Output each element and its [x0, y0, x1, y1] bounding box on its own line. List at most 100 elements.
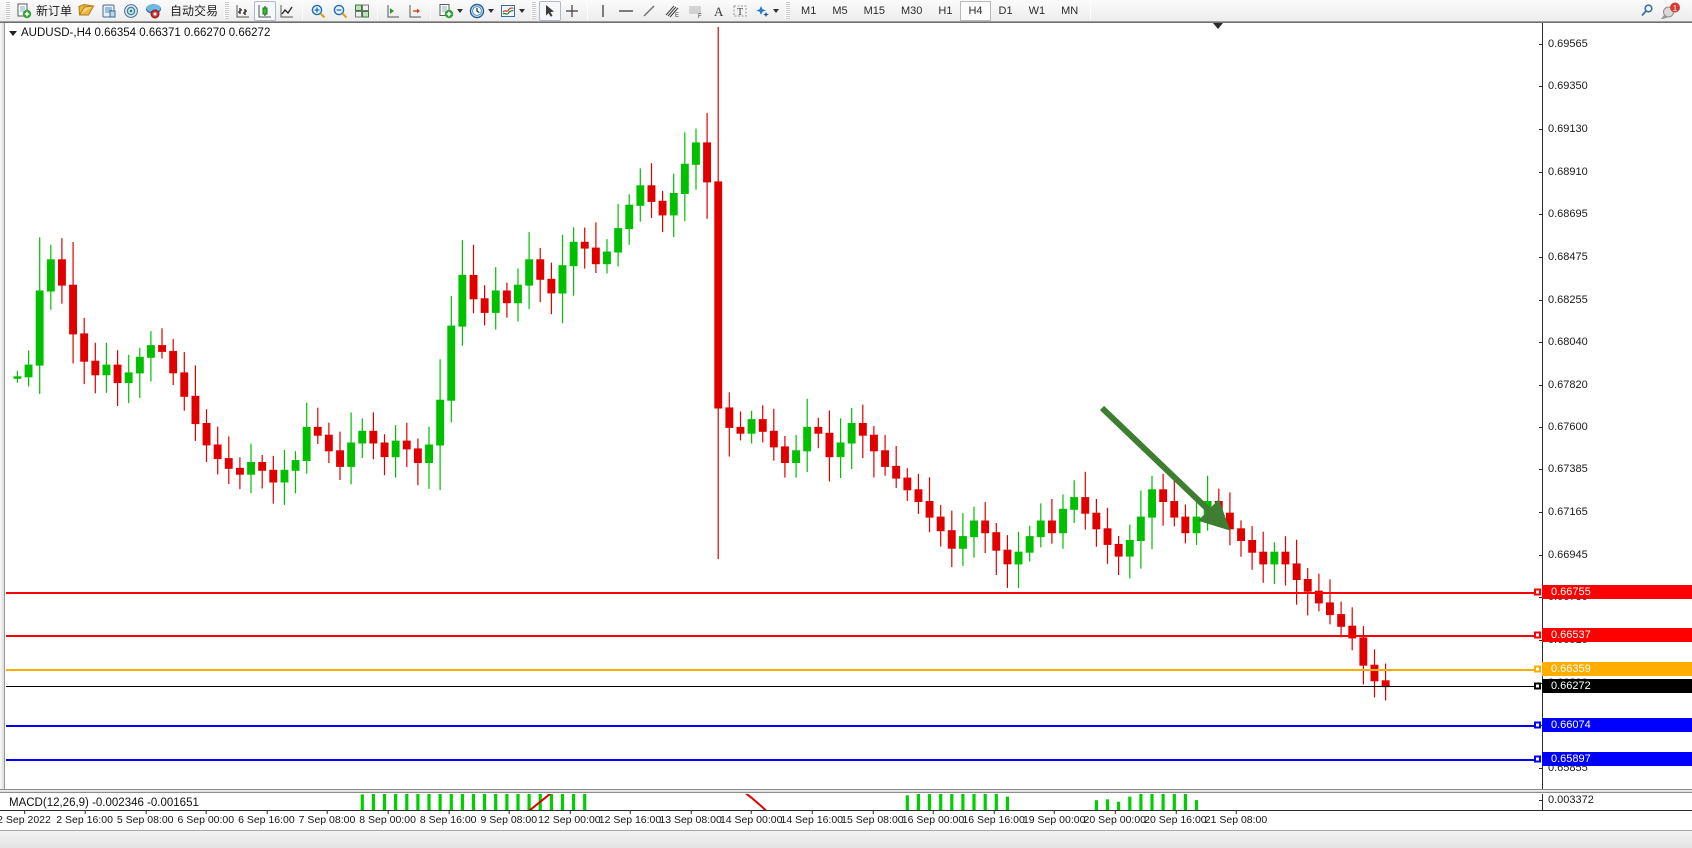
price-level-tag-target-2[interactable]: 0.65897 [1542, 752, 1692, 767]
toolbar-grip[interactable] [5, 2, 10, 19]
line-chart-icon [280, 4, 294, 17]
chart-menu-caret-icon[interactable] [9, 30, 17, 36]
horizontal-line-icon [619, 9, 634, 12]
toolbar-grip-3[interactable] [531, 2, 537, 19]
shapes-button[interactable] [751, 1, 782, 21]
time-tick: 12 Sep 00:00 [538, 810, 601, 826]
price-level-handle-last-price[interactable] [1534, 682, 1541, 690]
alerts-button[interactable]: 1 [1658, 1, 1684, 21]
time-tick: 6 Sep 16:00 [238, 810, 295, 826]
candlestick-chart-button[interactable] [254, 0, 277, 21]
search-button[interactable] [1636, 1, 1658, 21]
fibonacci-button[interactable]: F [684, 1, 708, 21]
price-level-line-resistance-1[interactable] [6, 592, 1541, 595]
price-level-line-resistance-2[interactable] [6, 634, 1541, 637]
toolbar-separator-4 [587, 1, 589, 20]
candlestick-plot[interactable] [6, 23, 1541, 789]
tile-windows-icon [355, 4, 370, 17]
navigator-button[interactable] [120, 1, 142, 21]
line-chart-button[interactable] [276, 1, 298, 21]
timeframe-h4[interactable]: H4 [960, 0, 991, 21]
time-tick: 7 Sep 08:00 [298, 810, 356, 826]
crosshair-button[interactable] [561, 1, 583, 21]
chart-left-gutter[interactable] [0, 23, 5, 789]
price-level-handle-target-1[interactable] [1534, 721, 1541, 729]
cursor-button[interactable] [539, 0, 562, 21]
price-level-line-target-2[interactable] [6, 759, 1541, 762]
time-tick: 16 Sep 16:00 [962, 810, 1025, 826]
price-level-handle-resistance-1[interactable] [1534, 588, 1541, 596]
price-level-handle-target-2[interactable] [1534, 755, 1541, 763]
timeframe-m30[interactable]: M30 [901, 4, 923, 17]
time-tick: 2 Sep 16:00 [56, 810, 113, 826]
time-tick: 9 Sep 08:00 [480, 810, 538, 826]
price-level-handle-resistance-2[interactable] [1534, 631, 1541, 639]
new-order-button[interactable]: 新订单 [13, 1, 75, 21]
timeframe-m15[interactable]: M15 [863, 4, 885, 17]
price-level-line-last-price[interactable] [6, 686, 1541, 688]
chevron-down-icon-2[interactable] [488, 8, 495, 13]
price-level-tag-resistance-2[interactable]: 0.66537 [1542, 627, 1692, 642]
clock-icon [469, 3, 485, 18]
timeframe-w1[interactable]: W1 [1028, 4, 1046, 17]
period-button[interactable] [466, 1, 497, 21]
toolbar-grip-4[interactable] [785, 2, 791, 19]
time-tick: 2 Sep 2022 [0, 810, 51, 826]
chevron-down-icon-4[interactable] [773, 8, 780, 13]
equidistant-channel-icon: E [665, 5, 679, 19]
trendline-button[interactable] [638, 1, 660, 21]
chevron-down-icon[interactable] [457, 8, 464, 13]
price-level-handle-entry[interactable] [1534, 665, 1541, 673]
indicators-button[interactable] [435, 1, 466, 21]
price-tick: 0.69565 [1539, 38, 1588, 50]
price-level-line-target-1[interactable] [6, 724, 1541, 727]
toolbar-grip-2[interactable] [224, 2, 230, 19]
price-level-line-entry[interactable] [6, 669, 1541, 672]
symbol-ohlc-text: AUDUSD-,H4 0.66354 0.66371 0.66270 0.662… [21, 27, 271, 39]
time-tick: 8 Sep 16:00 [419, 810, 477, 826]
price-level-tag-resistance-1[interactable]: 0.66755 [1542, 585, 1692, 600]
zoom-out-button[interactable] [329, 1, 351, 21]
toolbar-separator-1 [302, 1, 304, 20]
equidistant-channel-button[interactable]: E [660, 1, 684, 21]
timeframe-mn[interactable]: MN [1061, 4, 1079, 17]
price-level-tag-target-1[interactable]: 0.66074 [1542, 717, 1692, 732]
candlestick-series [13, 27, 1390, 701]
time-tick: 16 Sep 00:00 [901, 810, 965, 826]
timeframe-m1[interactable]: M1 [801, 4, 817, 17]
main-toolbar: 新订单 [0, 0, 1692, 22]
time-tick: 12 Sep 16:00 [598, 810, 662, 826]
timeframe-m5[interactable]: M5 [832, 4, 848, 17]
text-label-button[interactable]: T [729, 1, 751, 21]
alerts-icon: 1 [1661, 2, 1680, 19]
time-axis[interactable]: 2 Sep 2022 2 Sep 16:00 5 Sep 08:00 6 Sep 00… [0, 810, 1692, 830]
text-button[interactable]: A [708, 1, 729, 21]
folder-button[interactable] [75, 1, 98, 21]
auto-trading-button[interactable]: 自动交易 [165, 1, 221, 21]
price-axis[interactable]: 0.69565 0.69350 0.69130 0.68910 0.68695 0.684… [1539, 23, 1692, 789]
timeframe-h1[interactable]: H1 [938, 4, 953, 17]
chevron-down-icon-3[interactable] [519, 8, 526, 13]
bar-chart-button[interactable] [232, 1, 254, 21]
price-tick: 0.68255 [1539, 294, 1588, 306]
vertical-line-button[interactable] [592, 1, 614, 21]
macd-label: MACD(12,26,9) -0.002346 -0.001651 [9, 797, 199, 809]
macd-splitter[interactable] [0, 789, 1692, 793]
strategy-tester-button[interactable] [142, 1, 165, 21]
fibonacci-icon: F [689, 6, 702, 19]
zoom-in-button[interactable] [307, 1, 329, 21]
templates-button[interactable] [497, 1, 528, 21]
shift-chart-button[interactable] [382, 1, 404, 21]
terminal-button[interactable] [98, 1, 120, 21]
timeframe-d1[interactable]: D1 [998, 4, 1013, 17]
tile-windows-button[interactable] [351, 1, 373, 21]
text-label-icon: T [733, 5, 747, 18]
price-level-tag-entry[interactable]: 0.66359 [1542, 662, 1692, 677]
horizontal-line-button[interactable] [614, 1, 638, 21]
time-tick: 5 Sep 08:00 [116, 810, 174, 826]
price-level-tag-last-price[interactable]: 0.66272 [1542, 679, 1692, 694]
auto-scroll-button[interactable] [404, 1, 426, 21]
trendline-icon [643, 5, 655, 16]
zoom-in-icon [311, 4, 326, 18]
status-bar [0, 830, 1692, 848]
